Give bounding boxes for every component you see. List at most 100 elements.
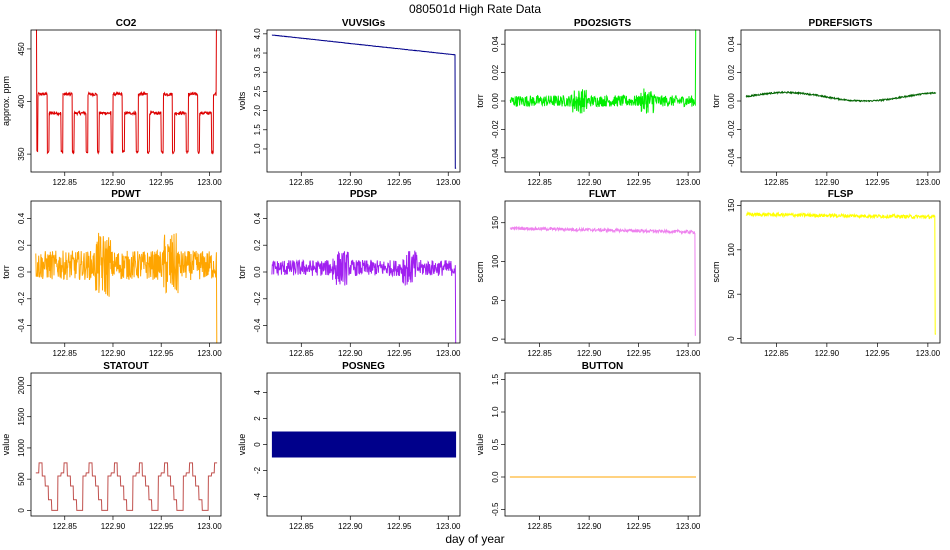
statout-ytick-label: 2000 [17, 376, 26, 394]
co2-series [35, 29, 218, 155]
flsp-ytick-label: 100 [727, 243, 736, 257]
pdwt-title: PDWT [111, 189, 140, 200]
vuvsigs-ytick-label: 1.5 [253, 124, 262, 136]
vuvsigs-xtick-label: 122.85 [289, 178, 314, 187]
flwt-series [509, 225, 696, 336]
vuvsigs-ylabel: volts [237, 91, 247, 110]
pdwt-ylabel: torr [1, 265, 11, 279]
pdrefsigts-xtick-label: 122.95 [865, 178, 890, 187]
pdo2sigts-ytick-label: 0.02 [491, 64, 500, 80]
pdo2sigts-series [509, 29, 697, 114]
co2-panel: CO2 approx. ppm 122.85 122.90 122.95 123.00 35… [1, 18, 222, 187]
posneg-band [271, 431, 457, 458]
button-xtick-label: 123.00 [676, 522, 701, 531]
co2-xtick-label: 122.85 [53, 178, 78, 187]
x-axis-title: day of year [445, 532, 504, 546]
vuvsigs-ytick-label: 1.0 [253, 143, 262, 155]
pdo2sigts-xtick-label: 122.90 [577, 178, 602, 187]
pdwt-ytick-label: 0.2 [17, 239, 26, 251]
co2-ytick-label: 400 [17, 94, 26, 108]
pdwt-xtick-label: 123.00 [197, 349, 222, 358]
statout-panel: STATOUT value 122.85 122.90 122.95 123.00 0 500… [1, 361, 222, 531]
vuvsigs-frame [266, 29, 461, 173]
vuvsigs-ytick-label: 3.5 [253, 47, 262, 59]
pdo2sigts-xtick-label: 122.85 [527, 178, 552, 187]
co2-ytick-label: 350 [17, 147, 26, 161]
button-xtick-label: 122.85 [527, 522, 552, 531]
button-panel: BUTTON value 122.85 122.90 122.95 123.00 -0.5 0… [475, 361, 701, 531]
posneg-xtick-label: 123.00 [436, 522, 461, 531]
vuvsigs-panel: VUVSIGs volts 122.85 122.90 122.95 123.00 1.0 1… [237, 18, 461, 187]
button-xtick-label: 122.95 [626, 522, 651, 531]
flsp-ytick-label: 150 [727, 198, 736, 212]
flsp-xtick-label: 122.95 [865, 349, 890, 358]
pdo2sigts-line [509, 29, 697, 114]
pdsp-ytick-label: 0.4 [253, 212, 262, 224]
button-ytick-label: -0.5 [491, 502, 500, 516]
vuvsigs-xtick-label: 122.95 [387, 178, 412, 187]
button-xtick-label: 122.90 [577, 522, 602, 531]
statout-series [35, 462, 218, 511]
pdsp-ytick-label: -0.2 [253, 291, 262, 305]
flsp-title: FLSP [828, 189, 854, 200]
pdsp-ytick-label: 0.0 [253, 266, 262, 278]
flwt-xtick-label: 122.85 [527, 349, 552, 358]
pdo2sigts-xtick-label: 122.95 [626, 178, 651, 187]
pdwt-ytick-label: -0.2 [17, 291, 26, 305]
statout-frame [30, 372, 222, 517]
pdsp-panel: PDSP torr 122.85 122.90 122.95 123.00 -0.4 -0.2… [237, 189, 461, 358]
flsp-frame [740, 200, 941, 344]
posneg-title: POSNEG [342, 361, 385, 372]
pdo2sigts-title: PDO2SIGTS [574, 18, 632, 29]
flwt-panel: FLWT sccm 122.85 122.90 122.95 123.00 0 50 100 15… [475, 189, 701, 358]
co2-frame [30, 29, 222, 173]
pdwt-ytick-label: 0.0 [17, 266, 26, 278]
pdrefsigts-ytick-label: -0.04 [727, 148, 736, 167]
pdwt-ytick-label: 0.4 [17, 212, 26, 224]
button-ytick-label: 0.5 [491, 438, 500, 450]
flwt-line [509, 225, 696, 336]
pdsp-line [271, 250, 457, 344]
flsp-xtick-label: 122.85 [764, 349, 789, 358]
pdo2sigts-ytick-label: 0.00 [491, 93, 500, 109]
posneg-panel: POSNEG value 122.85 122.90 122.95 123.00 -4 -2 0… [237, 361, 461, 531]
vuvsigs-ytick-label: 2.5 [253, 85, 262, 97]
vuvsigs-ytick-label: 2.0 [253, 104, 262, 116]
button-title: BUTTON [582, 361, 623, 372]
flwt-ytick-label: 50 [491, 295, 500, 304]
pdsp-title: PDSP [350, 189, 378, 200]
flwt-ytick-label: 100 [491, 254, 500, 268]
pdo2sigts-xtick-label: 123.00 [676, 178, 701, 187]
button-frame [504, 372, 701, 517]
flsp-panel: FLSP sccm 122.85 122.90 122.95 123.00 0 50 100 15… [711, 189, 941, 358]
posneg-ytick-label: -2 [253, 466, 262, 474]
pdwt-line [35, 232, 218, 344]
pdsp-xtick-label: 123.00 [436, 349, 461, 358]
pdrefsigts-ytick-label: -0.02 [727, 120, 736, 139]
posneg-xtick-label: 122.95 [387, 522, 412, 531]
posneg-ytick-label: -4 [253, 492, 262, 500]
flsp-ylabel: sccm [711, 262, 721, 283]
posneg-ytick-label: 4 [253, 390, 262, 395]
pdsp-xtick-label: 122.95 [387, 349, 412, 358]
vuvsigs-line [271, 34, 457, 169]
posneg-ylabel: value [237, 434, 247, 456]
chart-panels: CO2 approx. ppm 122.85 122.90 122.95 123.00 35… [1, 18, 941, 531]
statout-ytick-label: 1000 [17, 438, 26, 456]
pdwt-xtick-label: 122.95 [149, 349, 174, 358]
pdrefsigts-ytick-label: 0.00 [727, 93, 736, 109]
pdo2sigts-ytick-label: -0.04 [491, 148, 500, 167]
flsp-xtick-label: 123.00 [916, 349, 941, 358]
pdo2sigts-panel: PDO2SIGTS torr 122.85 122.90 122.95 123.00 -0.… [475, 18, 701, 187]
co2-xtick-label: 122.95 [149, 178, 174, 187]
pdwt-xtick-label: 122.85 [53, 349, 78, 358]
statout-line [35, 462, 218, 511]
flsp-ytick-label: 0 [727, 336, 736, 341]
co2-xtick-label: 123.00 [197, 178, 222, 187]
posneg-ytick-label: 0 [253, 442, 262, 447]
pdsp-xtick-label: 122.85 [289, 349, 314, 358]
pdsp-ylabel: torr [237, 265, 247, 279]
pdrefsigts-xtick-label: 122.90 [815, 178, 840, 187]
flwt-xtick-label: 122.90 [577, 349, 602, 358]
